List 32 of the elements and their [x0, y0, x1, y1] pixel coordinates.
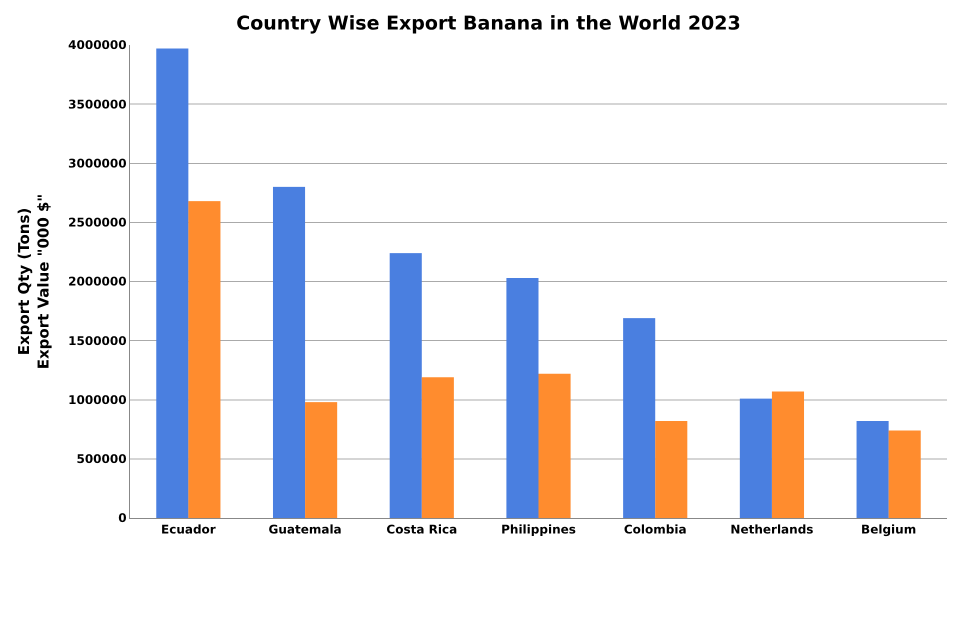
y-axis-title: Export Qty (Tons) Export Value "000 $" [14, 194, 52, 370]
y-tick-label: 1500000 [68, 334, 127, 348]
bar [856, 421, 889, 518]
chart-title: Country Wise Export Banana in the World 2023 [236, 12, 741, 34]
bar [506, 278, 538, 518]
bar [538, 374, 571, 518]
bar [156, 48, 188, 518]
y-tick-label: 3000000 [68, 156, 127, 170]
x-tick-label: Netherlands [730, 522, 814, 536]
y-tick-label: 500000 [76, 452, 127, 466]
bar [422, 377, 454, 518]
bar [390, 253, 422, 518]
x-tick-label: Costa Rica [386, 522, 458, 536]
x-tick-label: Belgium [861, 522, 916, 536]
bar [772, 391, 804, 518]
bar [188, 201, 220, 518]
x-tick-label: Ecuador [161, 522, 216, 536]
bar [888, 430, 921, 518]
y-tick-label: 2000000 [68, 274, 127, 289]
x-tick-label: Guatemala [268, 522, 342, 536]
y-tick-label: 1000000 [68, 392, 127, 407]
bar [655, 421, 688, 518]
x-tick-label: Philippines [501, 522, 576, 536]
y-tick-label: 2500000 [68, 216, 127, 230]
y-tick-label: 4000000 [68, 38, 127, 52]
y-tick-label: 0 [118, 511, 127, 526]
bar [623, 318, 656, 518]
bar [272, 186, 306, 518]
y-tick-label: 3500000 [68, 97, 127, 112]
bar [740, 398, 772, 518]
x-tick-label: Colombia [624, 522, 687, 536]
bar [305, 402, 338, 518]
